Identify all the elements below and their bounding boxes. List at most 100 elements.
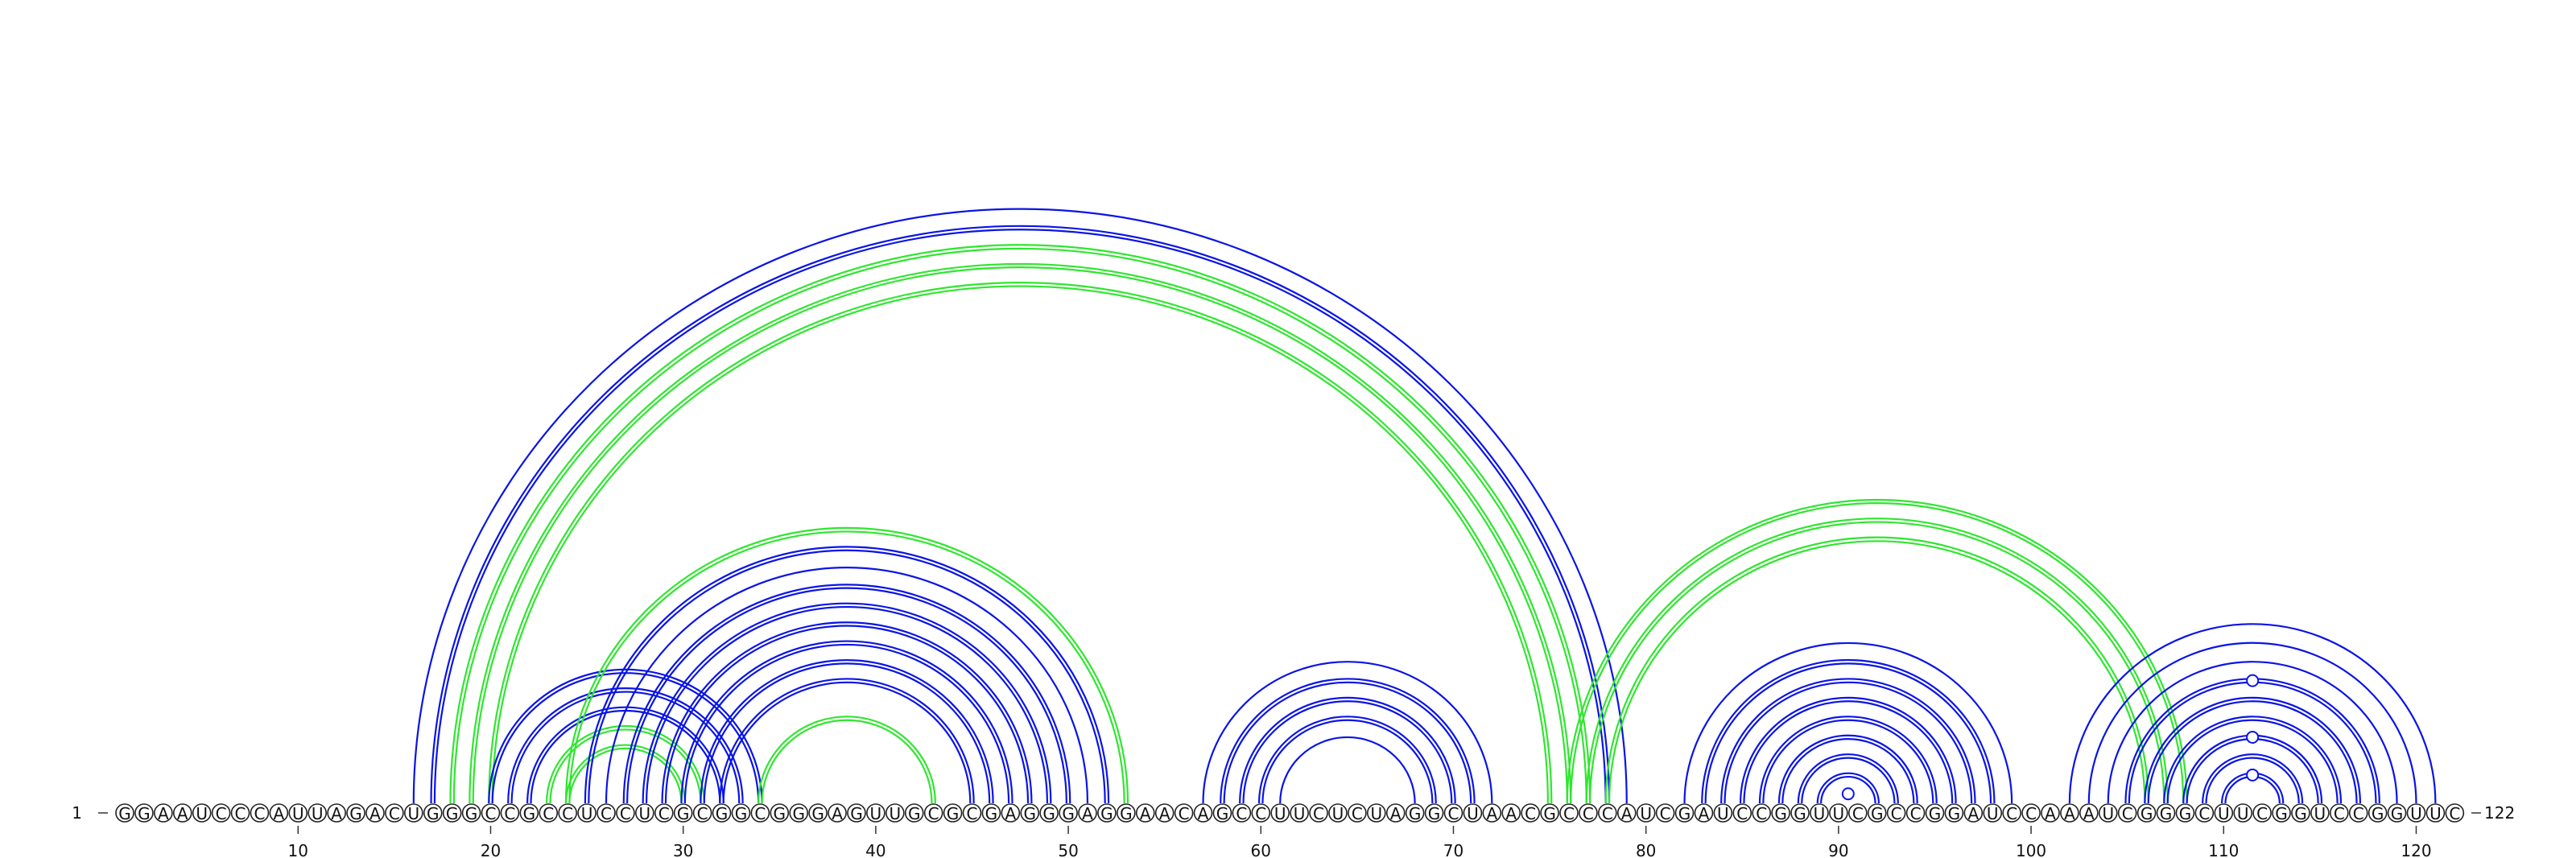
nucleotide-106 bbox=[2136, 803, 2157, 823]
arc-27-50-line2 bbox=[626, 587, 1067, 804]
nucleotide-51 bbox=[1078, 803, 1097, 823]
arc-60-69-line1 bbox=[1257, 716, 1437, 804]
nucleotide-letter-30: G bbox=[677, 804, 690, 823]
nucleotide-letter-75: G bbox=[1543, 804, 1556, 823]
tick-label-90: 90 bbox=[1828, 841, 1848, 858]
nucleotide-107 bbox=[2156, 803, 2176, 823]
arc-20-34-line1 bbox=[488, 668, 763, 804]
arc-24-53-line1 bbox=[564, 526, 1129, 804]
nucleotide-letter-110: U bbox=[2218, 804, 2230, 823]
arc-24-30-line1 bbox=[564, 744, 686, 804]
nucleotide-letter-87: G bbox=[1774, 804, 1787, 823]
nucleotide-letter-88: G bbox=[1794, 804, 1806, 823]
arc-109-114-line1 bbox=[2202, 753, 2304, 804]
nucleotide-letter-111: U bbox=[2237, 804, 2249, 823]
nucleotide-110 bbox=[2214, 803, 2234, 823]
nucleotide-18 bbox=[442, 803, 462, 823]
nucleotide-letter-98: U bbox=[1987, 804, 1999, 823]
nucleotide-33 bbox=[731, 803, 751, 823]
nucleotide-72 bbox=[1482, 803, 1502, 823]
position-axis: 10 20 30 40 50 60 70 80 90 100 110 120 bbox=[288, 826, 2432, 858]
nucleotide-letter-79: A bbox=[1621, 804, 1633, 823]
tick-label-120: 120 bbox=[2401, 841, 2431, 858]
nucleotide-letter-108: G bbox=[2179, 804, 2192, 823]
nucleotide-16 bbox=[403, 803, 423, 823]
arc-29-48-line1 bbox=[661, 621, 1033, 804]
nucleotide-letter-20: C bbox=[485, 804, 496, 823]
arc-86-95-line1 bbox=[1758, 716, 1938, 804]
nucleotide-47 bbox=[1001, 803, 1021, 823]
nucleotide-37 bbox=[808, 803, 828, 823]
nucleotide-letter-19: G bbox=[465, 804, 478, 823]
nucleotide-45 bbox=[962, 803, 982, 823]
nucleotide-54 bbox=[1135, 803, 1155, 823]
nucleotide-letter-18: G bbox=[446, 804, 459, 823]
nucleotide-letter-113: G bbox=[2275, 804, 2288, 823]
arc-25-52-line2 bbox=[588, 549, 1106, 804]
arc-19-76-line2 bbox=[472, 266, 1568, 804]
nucleotide-letter-9: A bbox=[274, 804, 285, 823]
nucleotide-letter-41: U bbox=[889, 804, 901, 823]
nucleotide-letter-65: C bbox=[1352, 804, 1363, 823]
nucleotide-108 bbox=[2175, 803, 2195, 823]
nucleotide-12 bbox=[327, 803, 346, 823]
arc-19-76-line1 bbox=[469, 262, 1572, 804]
arc-23-31-line2 bbox=[549, 728, 702, 804]
nucleotide-67 bbox=[1385, 803, 1406, 823]
tick-label-50: 50 bbox=[1058, 841, 1078, 858]
arc-86-95-line2 bbox=[1762, 719, 1934, 804]
arc-107-116-line1 bbox=[2163, 716, 2343, 804]
nucleotide-letter-115: U bbox=[2314, 804, 2326, 823]
nucleotide-74 bbox=[1521, 803, 1540, 823]
nucleotide-66 bbox=[1367, 803, 1386, 823]
nucleotide-32 bbox=[712, 803, 732, 823]
nucleotide-letter-24: C bbox=[562, 804, 573, 823]
tick-label-10: 10 bbox=[288, 841, 308, 858]
nucleotide-20 bbox=[481, 803, 501, 823]
loop-marker-4 bbox=[2246, 674, 2260, 687]
nucleotide-4 bbox=[172, 803, 192, 823]
nucleotide-letter-116: C bbox=[2334, 804, 2345, 823]
nucleotide-letter-68: G bbox=[1409, 804, 1422, 823]
nucleotide-letter-78: C bbox=[1602, 804, 1613, 823]
nucleotide-letter-53: G bbox=[1120, 804, 1133, 823]
nucleotide-102 bbox=[2060, 803, 2079, 823]
nucleotide-79 bbox=[1616, 803, 1637, 823]
nucleotide-letter-52: G bbox=[1100, 804, 1113, 823]
nucleotide-letter-60: C bbox=[1255, 804, 1266, 823]
nucleotide-letter-23: C bbox=[543, 804, 554, 823]
nucleotide-95 bbox=[1925, 803, 1945, 823]
loop-markers bbox=[1841, 674, 2260, 801]
nucleotide-97 bbox=[1963, 803, 1984, 823]
nucleotide-50 bbox=[1059, 803, 1078, 823]
arc-85-96-line2 bbox=[1743, 700, 1954, 804]
arc-84-97-line1 bbox=[1720, 678, 1976, 804]
arc-18-77-line1 bbox=[449, 244, 1591, 804]
nucleotide-letter-109: C bbox=[2198, 804, 2210, 823]
nucleotide-38 bbox=[828, 803, 847, 823]
nucleotide-letter-32: G bbox=[716, 804, 729, 823]
arc-32-45-line1 bbox=[719, 678, 975, 804]
nucleotide-letter-104: U bbox=[2102, 804, 2114, 823]
nucleotide-52 bbox=[1097, 803, 1117, 823]
nucleotide-letter-100: C bbox=[2025, 804, 2037, 823]
nucleotide-77 bbox=[1579, 803, 1598, 823]
nucleotide-80 bbox=[1636, 803, 1656, 823]
nucleotide-letter-3: A bbox=[158, 804, 169, 823]
arc-20-75-line2 bbox=[491, 285, 1549, 804]
nucleotide-87 bbox=[1771, 803, 1790, 823]
nucleotide-letter-105: C bbox=[2122, 804, 2133, 823]
nucleotide-letter-99: C bbox=[2006, 804, 2017, 823]
nucleotide-10 bbox=[288, 803, 308, 823]
nucleotide-6 bbox=[211, 803, 231, 823]
nucleotide-letter-27: C bbox=[620, 804, 631, 823]
nucleotide-53 bbox=[1117, 803, 1136, 823]
tick-label-60: 60 bbox=[1251, 841, 1271, 858]
nucleotide-letter-92: G bbox=[1871, 804, 1884, 823]
nucleotide-letter-16: U bbox=[407, 804, 419, 823]
nucleotide-letter-86: C bbox=[1756, 804, 1767, 823]
nucleotide-letter-22: G bbox=[523, 804, 536, 823]
nucleotide-letter-69: G bbox=[1428, 804, 1441, 823]
nucleotide-11 bbox=[308, 803, 328, 823]
